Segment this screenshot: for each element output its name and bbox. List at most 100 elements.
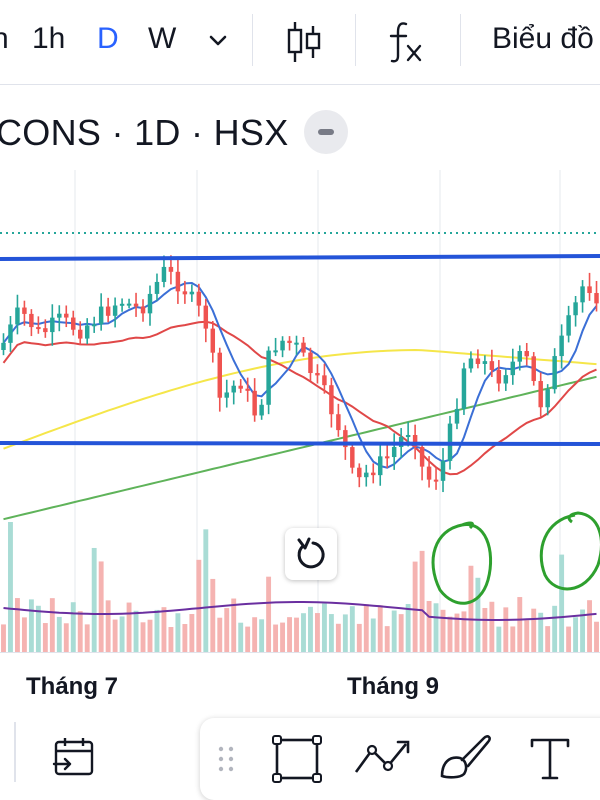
candle-body [573,302,578,316]
chevron-down-icon[interactable] [206,30,230,50]
candle-body [454,408,460,424]
candlestick-series [1,255,599,493]
text-icon[interactable] [528,734,572,782]
candle-body [524,351,529,357]
candle-body [119,303,125,306]
price-chart[interactable] [0,170,600,652]
top-toolbar: h 1h D W Biểu đồ [0,0,600,85]
rectangle-icon[interactable] [270,734,324,784]
candle-body [50,317,55,333]
candle-body [29,313,34,328]
volume-bar [580,609,585,652]
volume-bar [475,577,481,652]
candle-body [259,404,264,416]
candle-body [580,286,585,303]
reset-chart-button[interactable] [285,528,337,580]
candle-body [440,460,446,481]
volume-bar [77,611,83,652]
volume-bar [84,624,90,652]
ma-line-slow-green [3,375,597,521]
volume-bar [363,604,369,652]
volume-bar [405,604,411,652]
interval-option[interactable]: h [0,22,9,55]
date-range-icon[interactable] [52,736,98,780]
candle-body [566,315,571,336]
ma-line-slow-yellow [3,348,597,450]
symbol-label[interactable]: CONS · 1D · HSX [0,112,289,153]
blue-horizontal-line [0,441,600,446]
volume-bar [301,613,306,652]
fx-icon[interactable] [386,16,426,66]
bottom-divider [0,722,16,782]
candle-body [203,305,209,329]
volume-bar [398,614,404,652]
volume-bar [105,600,111,652]
candle-body [98,306,104,325]
volume-bar [545,626,551,652]
candles-icon[interactable] [284,18,324,66]
volume-bar [342,614,348,652]
candle-body [489,361,495,370]
symbol-bar: CONS · 1D · HSX [0,92,600,170]
candle-body [559,335,564,357]
volume-bar [294,617,299,652]
volume-bar [210,578,216,652]
candle-body [112,305,118,316]
volume-bar [321,603,327,652]
volume-bar [287,617,292,652]
volume-bar [552,605,558,652]
candle-body [475,358,481,364]
volume-bar [356,623,362,652]
toolbar-divider [355,14,356,66]
volume-bar [28,599,34,652]
brush-icon[interactable] [436,732,496,782]
volume-bar [49,598,55,652]
trend-line-icon[interactable] [352,736,412,780]
volume-bar [8,522,13,652]
interval-option-active[interactable]: D [97,22,119,55]
candle-body [496,369,502,384]
volume-bar [196,559,202,652]
volume-bar [203,529,209,652]
candle-body [91,324,97,327]
candle-body [182,291,188,295]
interval-option[interactable]: W [148,22,177,55]
volume-bar [489,601,495,652]
candle-body [15,307,20,325]
volume-bar [384,626,390,652]
minus-icon[interactable] [304,110,348,154]
volume-bar [559,554,565,652]
candle-body [210,328,216,353]
volume-bar [245,626,251,652]
candle-body [343,430,348,448]
interval-option[interactable]: 1h [32,22,66,55]
chart-settings-button[interactable]: Biểu đồ [492,22,594,55]
volume-bar [440,609,446,652]
volume-bar [231,598,237,652]
candle-body [140,306,146,314]
candle-body [71,317,76,330]
volume-bar [42,623,48,652]
candle-body [266,350,271,405]
volume-bar [91,547,97,652]
candle-body [552,356,557,390]
volume-bar [531,608,537,652]
candle-body [280,340,285,351]
candle-body [175,271,181,292]
volume-bar [468,565,474,652]
candle-body [1,342,6,350]
volume-bar [266,576,272,652]
toolbar-divider [460,14,461,66]
drag-handle-icon[interactable] [216,744,236,774]
volume-bar [98,561,104,652]
candle-body [224,392,229,398]
candle-body [405,434,411,438]
volume-bar [524,620,530,652]
candle-body [8,324,13,343]
candle-body [105,306,111,316]
candle-body [587,286,592,294]
candle-body [64,313,69,318]
volume-bar [70,602,76,652]
volume-bar [189,614,195,652]
volume-bar [419,550,425,652]
